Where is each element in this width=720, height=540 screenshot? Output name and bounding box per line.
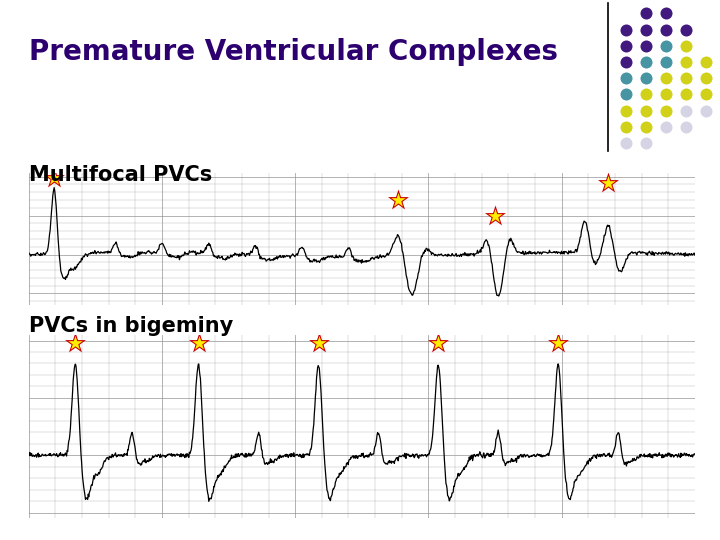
Point: [490, 211, 501, 220]
Point: [392, 195, 404, 204]
Point: [620, 123, 631, 131]
Point: [620, 74, 631, 83]
Point: [620, 25, 631, 34]
Point: [660, 106, 672, 115]
Point: [312, 339, 324, 348]
Point: [603, 179, 614, 187]
Point: [640, 25, 652, 34]
Point: [660, 74, 672, 83]
Point: [660, 25, 672, 34]
Point: [680, 90, 692, 99]
Point: [193, 339, 204, 348]
Point: [640, 9, 652, 18]
Point: [680, 58, 692, 66]
Point: [680, 74, 692, 83]
Point: [701, 106, 712, 115]
Point: [552, 339, 564, 348]
Point: [701, 58, 712, 66]
Point: [660, 42, 672, 50]
Point: [640, 90, 652, 99]
Point: [680, 25, 692, 34]
Point: [660, 9, 672, 18]
Text: Multifocal PVCs: Multifocal PVCs: [29, 165, 212, 185]
Point: [620, 90, 631, 99]
Point: [680, 106, 692, 115]
Point: [620, 58, 631, 66]
Point: [640, 74, 652, 83]
Point: [640, 123, 652, 131]
Point: [312, 339, 324, 348]
Point: [640, 42, 652, 50]
Point: [603, 179, 614, 187]
Point: [433, 339, 444, 348]
Point: [433, 339, 444, 348]
Point: [660, 123, 672, 131]
Point: [193, 339, 204, 348]
Point: [680, 123, 692, 131]
Point: [620, 106, 631, 115]
Point: [640, 106, 652, 115]
Point: [70, 339, 81, 348]
Point: [70, 339, 81, 348]
Point: [640, 58, 652, 66]
Point: [660, 58, 672, 66]
Point: [701, 90, 712, 99]
Point: [620, 139, 631, 147]
Point: [680, 42, 692, 50]
Point: [701, 74, 712, 83]
Point: [392, 195, 404, 204]
Text: PVCs in bigeminy: PVCs in bigeminy: [29, 316, 233, 336]
Point: [48, 174, 60, 183]
Point: [48, 174, 60, 183]
Text: Premature Ventricular Complexes: Premature Ventricular Complexes: [29, 38, 558, 66]
Point: [640, 139, 652, 147]
Point: [552, 339, 564, 348]
Point: [490, 211, 501, 220]
Point: [660, 90, 672, 99]
Point: [620, 42, 631, 50]
